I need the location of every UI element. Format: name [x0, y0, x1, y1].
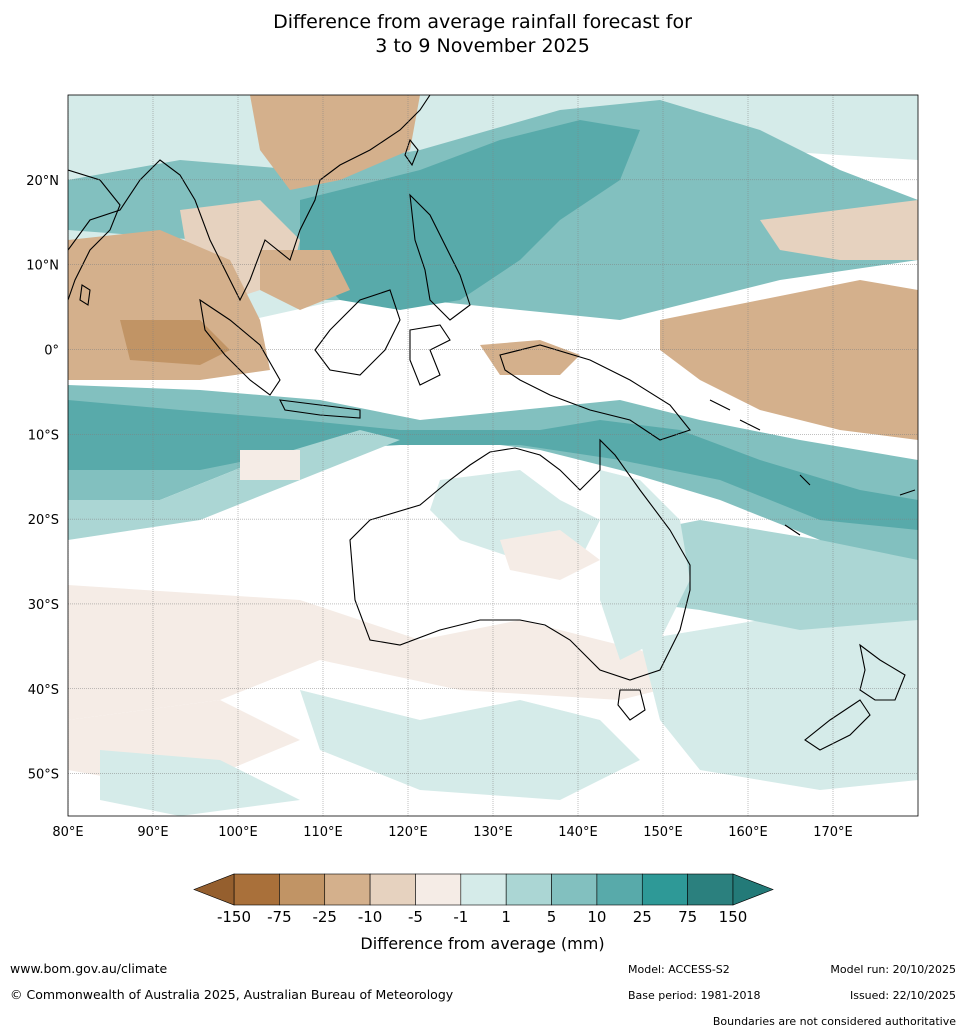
colorbar-tick-label: 75 — [678, 908, 697, 926]
map-frame — [67, 94, 919, 817]
colorbar-swatch — [596, 873, 643, 906]
latitude-tick-label: 20°S — [28, 513, 59, 528]
colorbar-swatch — [551, 873, 598, 906]
colorbar-swatch — [324, 873, 371, 906]
colorbar-tick-label: 10 — [587, 908, 606, 926]
longitude-tick-label: 120°E — [388, 825, 428, 840]
colorbar-swatch — [279, 873, 326, 906]
new-zealand-outline — [804, 643, 906, 751]
new-guinea-outline — [499, 344, 691, 441]
website-url: www.bom.gov.au/climate — [10, 961, 168, 976]
model-name: Model: ACCESS-S2 — [628, 963, 730, 976]
map-title: Difference from average rainfall forecas… — [0, 10, 965, 58]
colorbar-tick-label: -5 — [408, 908, 423, 926]
colorbar-over-arrow — [732, 873, 774, 906]
title-line-1: Difference from average rainfall forecas… — [273, 11, 692, 33]
latitude-tick-label: 50°S — [28, 768, 59, 783]
colorbar-tick-label: -75 — [267, 908, 292, 926]
latitude-tick-label: 10°S — [28, 428, 59, 443]
longitude-tick-label: 140°E — [558, 825, 598, 840]
longitude-tick-label: 160°E — [728, 825, 768, 840]
boundaries-disclaimer: Boundaries are not considered authoritat… — [712, 1015, 956, 1028]
colorbar-swatch — [415, 873, 462, 906]
sumatra-outline — [199, 298, 281, 396]
latitude-tick-label: 0° — [44, 343, 59, 358]
colorbar-swatch — [233, 873, 280, 906]
colorbar-tick-label: 25 — [633, 908, 652, 926]
longitude-tick-label: 110°E — [303, 825, 343, 840]
colorbar-tick-label: 5 — [547, 908, 557, 926]
tasmania-outline — [617, 689, 646, 721]
colorbar-swatch — [505, 873, 552, 906]
colorbar-tick-label: 150 — [719, 908, 748, 926]
latitude-tick-label: 40°S — [28, 683, 59, 698]
title-line-2: 3 to 9 November 2025 — [375, 35, 590, 57]
latitude-labels: 20°N 10°N 0° 10°S 20°S 30°S 40°S 50°S — [26, 174, 59, 783]
longitude-tick-label: 100°E — [218, 825, 258, 840]
latitude-tick-label: 30°S — [28, 598, 59, 613]
longitude-tick-label: 150°E — [643, 825, 683, 840]
base-period: Base period: 1981-2018 — [628, 989, 761, 1002]
colorbar-tick-labels: -150 -75 -25 -10 -5 -1 1 5 10 25 75 150 — [217, 908, 747, 926]
colorbar-swatch — [641, 873, 688, 906]
java-outline — [279, 399, 361, 419]
graticule — [68, 95, 918, 816]
copyright-notice: © Commonwealth of Australia 2025, Austra… — [10, 987, 454, 1002]
anomaly-fields — [68, 95, 918, 816]
model-run-date: Model run: 20/10/2025 — [830, 963, 956, 976]
longitude-tick-label: 80°E — [52, 825, 83, 840]
latitude-tick-label: 20°N — [26, 174, 59, 189]
longitude-labels: 80°E 90°E 100°E 110°E 120°E 130°E 140°E 150°E 16… — [52, 825, 852, 840]
sulawesi-outline — [409, 324, 451, 386]
sri-lanka-outline — [79, 284, 91, 306]
colorbar-swatch — [687, 873, 734, 906]
colorbar-under-arrow — [193, 873, 235, 906]
colorbar-tick-label: -10 — [358, 908, 383, 926]
colorbar — [193, 873, 774, 906]
longitude-tick-label: 90°E — [137, 825, 168, 840]
colorbar-swatch — [369, 873, 416, 906]
longitude-tick-label: 130°E — [473, 825, 513, 840]
colorbar-tick-label: -1 — [453, 908, 468, 926]
colorbar-label: Difference from average (mm) — [360, 934, 605, 953]
borneo-outline — [314, 289, 401, 376]
map-plot-area — [68, 95, 918, 816]
philippines-outline — [409, 193, 471, 321]
longitude-tick-label: 170°E — [813, 825, 853, 840]
colorbar-tick-label: -25 — [312, 908, 337, 926]
asia-mainland-outline — [68, 95, 431, 302]
colorbar-swatch — [460, 873, 507, 906]
latitude-tick-label: 10°N — [26, 259, 59, 274]
colorbar-tick-label: 1 — [501, 908, 511, 926]
issued-date: Issued: 22/10/2025 — [849, 989, 956, 1002]
australia-outline — [349, 438, 691, 681]
colorbar-tick-label: -150 — [217, 908, 251, 926]
pacific-islands-outline — [709, 399, 916, 536]
taiwan-outline — [404, 138, 419, 167]
